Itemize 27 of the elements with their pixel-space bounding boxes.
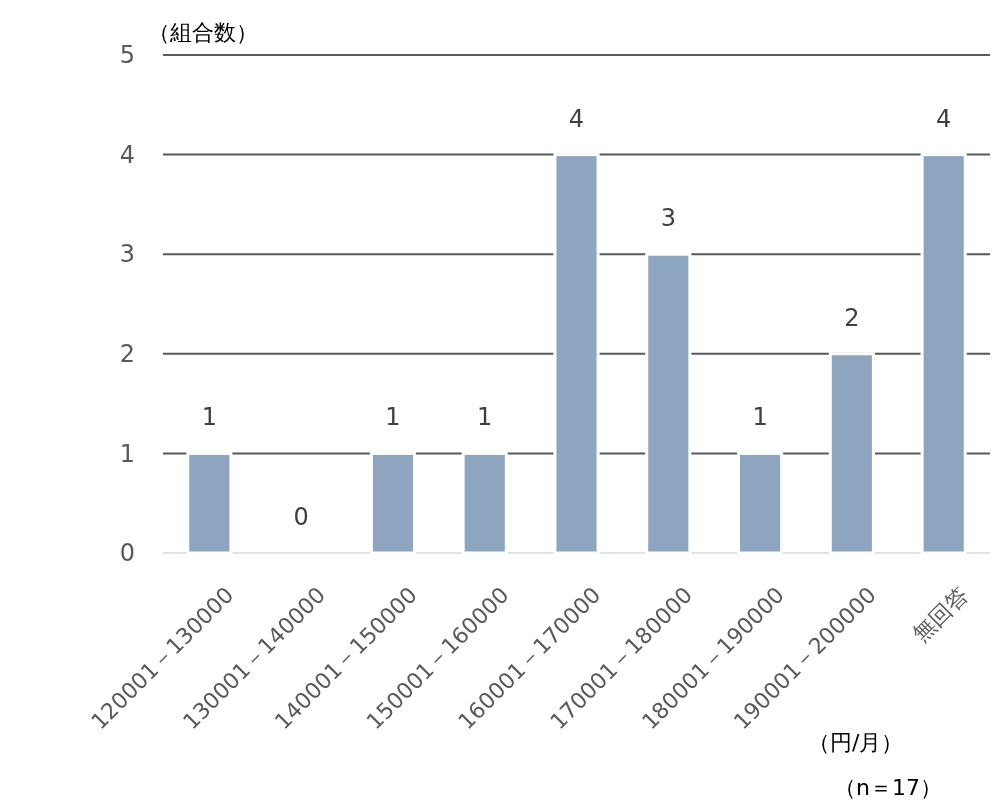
bar [645, 252, 692, 555]
y-tick-label: 1 [119, 439, 135, 468]
data-label: 1 [385, 403, 401, 432]
y-tick-label: 5 [119, 41, 135, 70]
y-tick-label: 0 [119, 539, 135, 568]
data-label: 4 [568, 104, 585, 133]
y-tick-label: 3 [119, 240, 135, 269]
data-label: 0 [293, 503, 309, 531]
data-label: 1 [201, 403, 217, 432]
x-axis-title: （円/月） [808, 730, 904, 755]
bar [920, 153, 967, 555]
data-label: 1 [752, 403, 768, 432]
y-axis-title: （組合数） [148, 20, 258, 45]
bar [369, 451, 416, 555]
data-label: 2 [844, 303, 860, 332]
bar [461, 451, 508, 555]
bar [737, 451, 784, 555]
bar [186, 451, 233, 555]
text: （n＝17） [834, 775, 942, 800]
bar [553, 153, 600, 555]
data-label: 1 [477, 403, 493, 432]
data-label: 3 [660, 204, 676, 233]
bar [828, 352, 875, 555]
y-tick-label: 2 [119, 339, 135, 368]
y-tick-label: 4 [119, 140, 135, 169]
data-label: 4 [936, 104, 952, 133]
x-tick-label: 無回答 [908, 582, 973, 647]
